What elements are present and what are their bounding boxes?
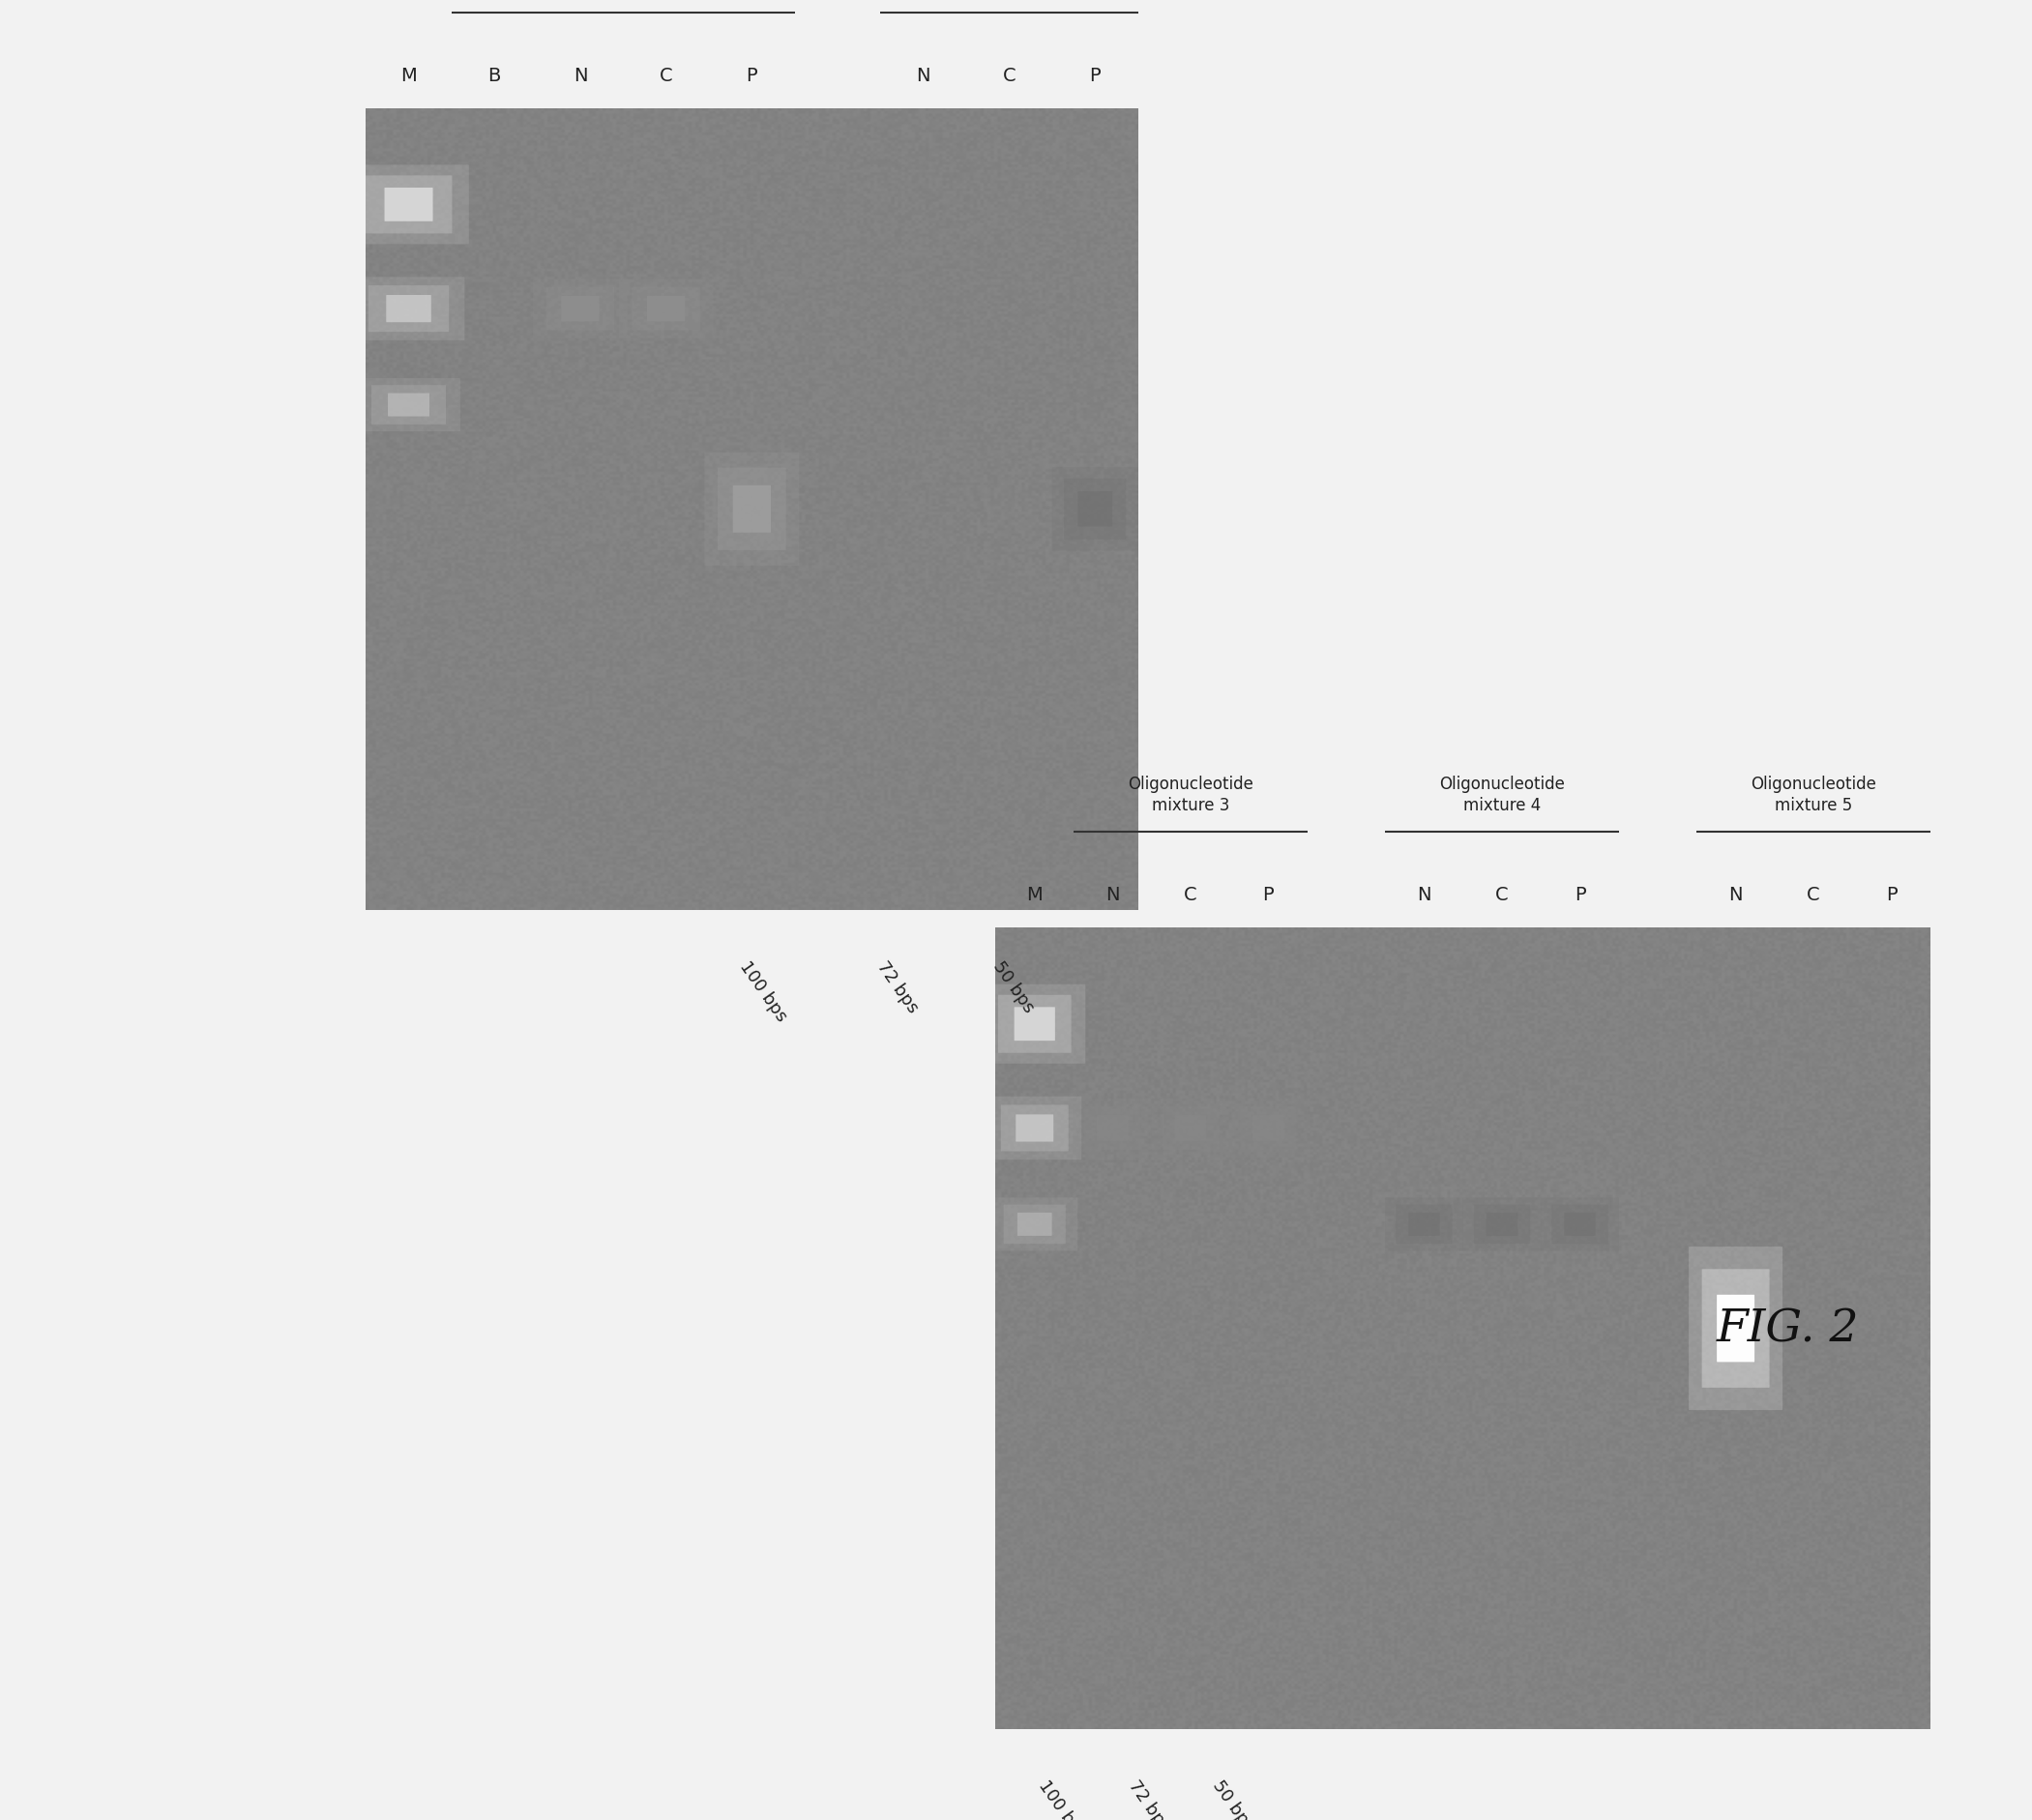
FancyBboxPatch shape	[354, 278, 465, 340]
FancyBboxPatch shape	[1229, 1099, 1307, 1158]
Text: P: P	[1089, 67, 1101, 86]
Text: N: N	[1105, 886, 1120, 905]
FancyBboxPatch shape	[1065, 479, 1126, 541]
Text: 50 bps: 50 bps	[990, 957, 1038, 1016]
Text: C: C	[1185, 886, 1197, 905]
Text: 50 bps: 50 bps	[1209, 1776, 1258, 1820]
FancyBboxPatch shape	[366, 177, 451, 235]
FancyBboxPatch shape	[632, 288, 701, 331]
FancyBboxPatch shape	[1077, 491, 1112, 528]
FancyBboxPatch shape	[1014, 1008, 1055, 1041]
FancyBboxPatch shape	[1396, 1205, 1453, 1245]
Text: Oligonucleotide
mixture 5: Oligonucleotide mixture 5	[1752, 775, 1876, 814]
FancyBboxPatch shape	[705, 453, 799, 566]
Text: Oligonucleotide
mixture 3: Oligonucleotide mixture 3	[1128, 775, 1254, 814]
FancyBboxPatch shape	[1485, 1212, 1518, 1236]
FancyBboxPatch shape	[1386, 1198, 1463, 1250]
FancyBboxPatch shape	[1016, 1116, 1053, 1141]
Text: N: N	[916, 67, 931, 86]
Text: P: P	[1262, 886, 1274, 905]
FancyBboxPatch shape	[358, 379, 461, 431]
Text: P: P	[746, 67, 758, 86]
FancyBboxPatch shape	[532, 280, 628, 339]
Text: 100 bps: 100 bps	[736, 957, 790, 1025]
Text: 100 bps: 100 bps	[1034, 1776, 1089, 1820]
FancyBboxPatch shape	[372, 386, 445, 426]
Text: 72 bps: 72 bps	[1126, 1776, 1172, 1820]
FancyBboxPatch shape	[1097, 1116, 1128, 1141]
FancyBboxPatch shape	[1252, 1116, 1284, 1141]
FancyBboxPatch shape	[384, 189, 433, 222]
Text: N: N	[1416, 886, 1431, 905]
FancyBboxPatch shape	[547, 288, 614, 331]
FancyBboxPatch shape	[988, 1097, 1081, 1159]
FancyBboxPatch shape	[983, 985, 1085, 1065]
Text: C: C	[1002, 67, 1016, 86]
FancyBboxPatch shape	[1085, 1107, 1140, 1150]
FancyBboxPatch shape	[992, 1198, 1077, 1250]
Text: C: C	[660, 67, 673, 86]
Text: C: C	[1496, 886, 1508, 905]
FancyBboxPatch shape	[734, 486, 770, 533]
Text: FIG. 2: FIG. 2	[1717, 1307, 1859, 1350]
FancyBboxPatch shape	[618, 280, 713, 339]
Text: N: N	[573, 67, 587, 86]
FancyBboxPatch shape	[1552, 1205, 1607, 1245]
Text: Oligonucleotide
mixture 4: Oligonucleotide mixture 4	[1439, 775, 1565, 814]
FancyBboxPatch shape	[1703, 1269, 1770, 1389]
Text: M: M	[400, 67, 417, 86]
FancyBboxPatch shape	[646, 297, 685, 322]
FancyBboxPatch shape	[1152, 1099, 1229, 1158]
FancyBboxPatch shape	[1408, 1212, 1441, 1236]
FancyBboxPatch shape	[1565, 1212, 1595, 1236]
FancyBboxPatch shape	[386, 297, 431, 322]
Text: P: P	[1575, 886, 1585, 905]
FancyBboxPatch shape	[1073, 1099, 1152, 1158]
FancyBboxPatch shape	[1473, 1205, 1530, 1245]
Text: P: P	[1886, 886, 1898, 905]
FancyBboxPatch shape	[1463, 1198, 1540, 1250]
FancyBboxPatch shape	[1002, 1105, 1069, 1152]
Text: B: B	[488, 67, 502, 86]
Text: 72 bps: 72 bps	[874, 957, 923, 1016]
FancyBboxPatch shape	[717, 468, 786, 551]
Text: M: M	[1026, 886, 1042, 905]
FancyBboxPatch shape	[1053, 468, 1138, 551]
FancyBboxPatch shape	[1004, 1205, 1065, 1245]
FancyBboxPatch shape	[1018, 1212, 1053, 1236]
FancyBboxPatch shape	[1717, 1296, 1754, 1361]
FancyBboxPatch shape	[347, 166, 469, 246]
FancyBboxPatch shape	[1174, 1116, 1207, 1141]
FancyBboxPatch shape	[1689, 1247, 1782, 1410]
FancyBboxPatch shape	[561, 297, 599, 322]
FancyBboxPatch shape	[388, 393, 429, 417]
FancyBboxPatch shape	[998, 996, 1071, 1054]
FancyBboxPatch shape	[1540, 1198, 1620, 1250]
Text: C: C	[1806, 886, 1821, 905]
FancyBboxPatch shape	[1240, 1107, 1296, 1150]
FancyBboxPatch shape	[1162, 1107, 1219, 1150]
Text: N: N	[1729, 886, 1743, 905]
FancyBboxPatch shape	[368, 286, 449, 333]
